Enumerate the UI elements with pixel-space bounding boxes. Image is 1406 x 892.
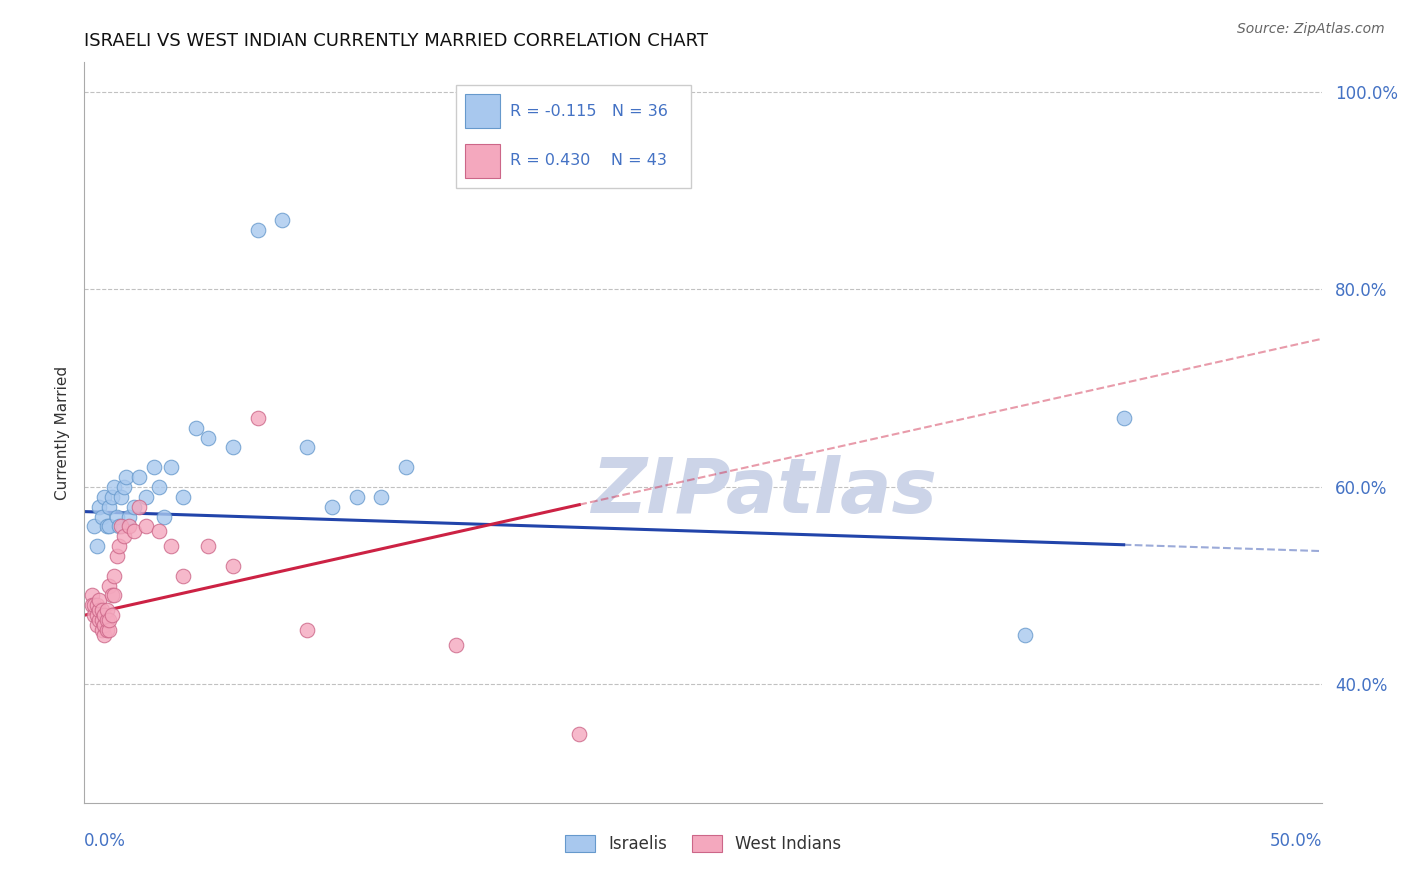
Point bbox=[83, 599, 105, 613]
Point bbox=[110, 490, 132, 504]
Point bbox=[122, 500, 145, 514]
Point bbox=[98, 500, 121, 514]
Point bbox=[93, 490, 115, 504]
Point bbox=[128, 470, 150, 484]
Point bbox=[90, 509, 112, 524]
Point bbox=[103, 568, 125, 582]
Point bbox=[184, 420, 207, 434]
Point bbox=[148, 524, 170, 539]
Point bbox=[1112, 410, 1135, 425]
Point bbox=[271, 213, 294, 227]
Point bbox=[98, 623, 121, 637]
Y-axis label: Currently Married: Currently Married bbox=[55, 366, 70, 500]
Point bbox=[86, 539, 108, 553]
Point bbox=[568, 727, 591, 741]
Point bbox=[105, 509, 128, 524]
Point bbox=[135, 519, 157, 533]
Legend: Israelis, West Indians: Israelis, West Indians bbox=[557, 826, 849, 861]
Point bbox=[89, 613, 111, 627]
Point bbox=[98, 613, 121, 627]
Point bbox=[135, 490, 157, 504]
Point bbox=[89, 593, 111, 607]
Point bbox=[80, 589, 103, 603]
Point bbox=[98, 579, 121, 593]
Point bbox=[295, 441, 318, 455]
Text: 0.0%: 0.0% bbox=[84, 832, 127, 850]
Point bbox=[160, 539, 183, 553]
Point bbox=[96, 519, 118, 533]
Point bbox=[395, 460, 418, 475]
Point bbox=[108, 519, 131, 533]
Point bbox=[93, 618, 115, 632]
Point bbox=[128, 500, 150, 514]
Point bbox=[96, 603, 118, 617]
Point bbox=[112, 529, 135, 543]
Point bbox=[83, 608, 105, 623]
Point bbox=[96, 623, 118, 637]
Point bbox=[295, 623, 318, 637]
Point bbox=[246, 410, 269, 425]
Point bbox=[103, 589, 125, 603]
Point bbox=[172, 568, 194, 582]
Point bbox=[90, 613, 112, 627]
Point bbox=[321, 500, 343, 514]
Text: Source: ZipAtlas.com: Source: ZipAtlas.com bbox=[1237, 22, 1385, 37]
Point bbox=[197, 539, 219, 553]
Point bbox=[90, 623, 112, 637]
Point bbox=[83, 519, 105, 533]
Point bbox=[98, 519, 121, 533]
Point bbox=[346, 490, 368, 504]
Point bbox=[80, 599, 103, 613]
Text: ZIPatlas: ZIPatlas bbox=[592, 455, 938, 529]
Point bbox=[112, 480, 135, 494]
Point bbox=[93, 628, 115, 642]
Point bbox=[444, 638, 467, 652]
Point bbox=[1014, 628, 1036, 642]
Point bbox=[90, 603, 112, 617]
Point bbox=[152, 509, 174, 524]
Point bbox=[100, 608, 122, 623]
Point bbox=[86, 608, 108, 623]
Text: 50.0%: 50.0% bbox=[1270, 832, 1322, 850]
Point bbox=[93, 608, 115, 623]
Point bbox=[148, 480, 170, 494]
Point bbox=[370, 490, 392, 504]
Point bbox=[118, 509, 141, 524]
Point bbox=[96, 613, 118, 627]
Point bbox=[222, 558, 245, 573]
Point bbox=[246, 223, 269, 237]
Point bbox=[122, 524, 145, 539]
Point bbox=[103, 480, 125, 494]
Point bbox=[86, 599, 108, 613]
Point bbox=[118, 519, 141, 533]
Point bbox=[172, 490, 194, 504]
Text: ISRAELI VS WEST INDIAN CURRENTLY MARRIED CORRELATION CHART: ISRAELI VS WEST INDIAN CURRENTLY MARRIED… bbox=[84, 32, 709, 50]
Point bbox=[100, 589, 122, 603]
Point bbox=[89, 603, 111, 617]
Point bbox=[89, 500, 111, 514]
Point bbox=[160, 460, 183, 475]
Point bbox=[110, 519, 132, 533]
Point bbox=[86, 618, 108, 632]
Point bbox=[108, 539, 131, 553]
Point bbox=[100, 490, 122, 504]
Point bbox=[222, 441, 245, 455]
Point bbox=[115, 470, 138, 484]
Point bbox=[142, 460, 165, 475]
Point bbox=[105, 549, 128, 563]
Point bbox=[197, 431, 219, 445]
